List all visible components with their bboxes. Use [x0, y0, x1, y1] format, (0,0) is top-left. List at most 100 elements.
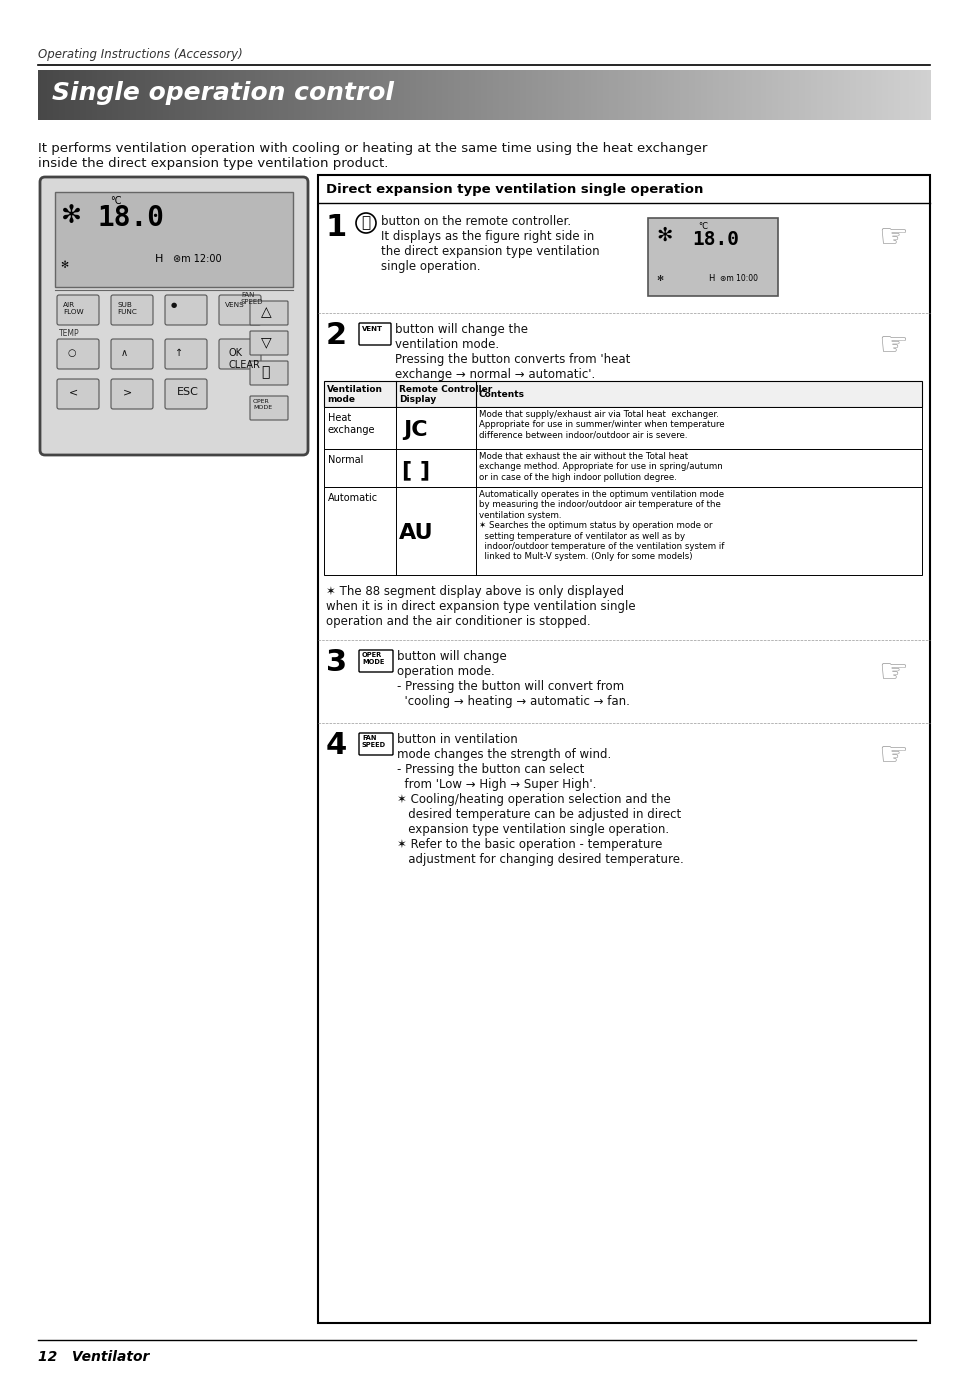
Bar	[418, 70, 422, 120]
Bar	[231, 70, 235, 120]
Bar	[876, 70, 880, 120]
Bar	[757, 70, 760, 120]
Bar	[923, 70, 927, 120]
Bar	[789, 70, 794, 120]
Bar	[727, 70, 731, 120]
Bar	[879, 70, 882, 120]
Bar	[618, 70, 621, 120]
Bar	[584, 70, 588, 120]
Bar	[469, 70, 473, 120]
Bar	[842, 70, 847, 120]
Bar	[741, 70, 746, 120]
Bar	[820, 70, 823, 120]
Text: FAN
SPEED: FAN SPEED	[241, 293, 263, 305]
Bar	[353, 70, 356, 120]
Bar	[496, 70, 499, 120]
Text: OPER
MODE: OPER MODE	[361, 652, 384, 665]
Bar	[605, 70, 609, 120]
Bar	[234, 70, 238, 120]
Bar	[558, 70, 561, 120]
Bar	[661, 70, 666, 120]
Text: 4: 4	[326, 731, 347, 760]
Bar	[347, 70, 351, 120]
FancyBboxPatch shape	[219, 295, 261, 325]
Bar	[546, 70, 550, 120]
Bar	[902, 70, 906, 120]
Text: OK
CLEAR: OK CLEAR	[229, 349, 260, 370]
Text: VENS: VENS	[225, 302, 245, 308]
Bar	[486, 70, 491, 120]
Bar	[831, 70, 835, 120]
Bar	[719, 70, 722, 120]
Bar	[724, 70, 728, 120]
Bar	[112, 70, 116, 120]
Bar	[180, 70, 185, 120]
Bar	[514, 70, 517, 120]
Bar	[216, 70, 220, 120]
Bar	[792, 70, 797, 120]
Bar	[305, 70, 310, 120]
Bar	[76, 70, 81, 120]
Bar	[581, 70, 585, 120]
Bar	[893, 70, 898, 120]
Bar	[136, 70, 140, 120]
Bar	[517, 70, 520, 120]
FancyBboxPatch shape	[111, 379, 152, 409]
Bar	[302, 70, 306, 120]
Bar	[825, 70, 829, 120]
Bar	[240, 70, 244, 120]
Text: ∧: ∧	[121, 349, 128, 358]
Bar	[769, 70, 773, 120]
Bar	[908, 70, 912, 120]
Bar	[900, 70, 903, 120]
Bar	[413, 70, 416, 120]
Bar	[890, 70, 894, 120]
Text: SUB
FUNC: SUB FUNC	[117, 302, 136, 315]
Text: ESC: ESC	[177, 386, 198, 398]
Bar	[599, 70, 603, 120]
Bar	[781, 70, 784, 120]
FancyBboxPatch shape	[40, 176, 308, 455]
Bar	[358, 70, 363, 120]
Bar	[783, 70, 787, 120]
Text: AU: AU	[398, 524, 433, 543]
Text: FAN
SPEED: FAN SPEED	[361, 735, 386, 748]
Bar	[552, 70, 556, 120]
Text: Ventilation
mode: Ventilation mode	[327, 385, 382, 405]
Bar	[86, 70, 90, 120]
Bar	[389, 70, 393, 120]
Text: ✻: ✻	[656, 225, 672, 245]
Bar	[635, 70, 639, 120]
Text: 2: 2	[326, 321, 347, 350]
Bar	[799, 70, 802, 120]
Bar	[504, 70, 508, 120]
Bar	[807, 70, 811, 120]
Text: ✻: ✻	[60, 260, 68, 270]
Bar	[335, 70, 339, 120]
Bar	[644, 70, 648, 120]
Bar	[237, 70, 241, 120]
Bar	[813, 70, 817, 120]
Bar	[884, 70, 888, 120]
Bar	[153, 70, 158, 120]
Text: 3: 3	[326, 648, 347, 678]
Bar	[38, 70, 42, 120]
Bar	[804, 70, 808, 120]
Bar	[400, 70, 404, 120]
Text: ☞: ☞	[877, 221, 907, 253]
Bar	[254, 70, 259, 120]
Bar	[68, 70, 71, 120]
Bar	[745, 70, 749, 120]
Bar	[41, 70, 45, 120]
FancyBboxPatch shape	[250, 330, 288, 356]
Bar	[177, 70, 181, 120]
Bar	[493, 70, 497, 120]
Bar	[454, 70, 457, 120]
Bar	[228, 70, 232, 120]
Bar	[834, 70, 838, 120]
Text: ●: ●	[171, 302, 177, 308]
Text: <: <	[69, 386, 78, 398]
Text: ✶ The 88 segment display above is only displayed
when it is in direct expansion : ✶ The 88 segment display above is only d…	[326, 585, 635, 629]
Bar	[190, 70, 193, 120]
Bar	[204, 70, 209, 120]
